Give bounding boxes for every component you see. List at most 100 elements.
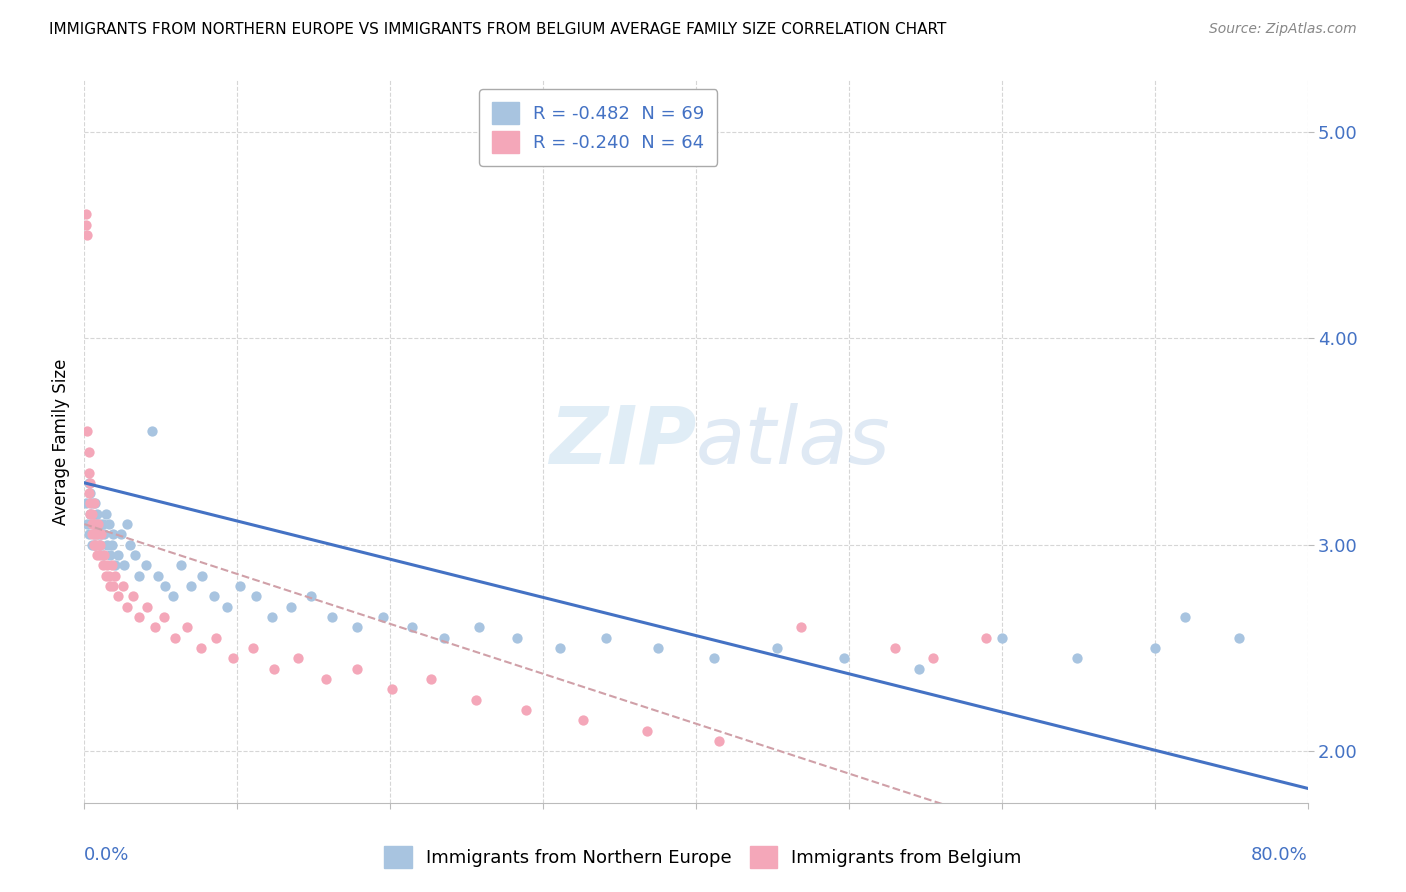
Point <box>93 527 115 541</box>
Text: ZIP: ZIP <box>548 402 696 481</box>
Point <box>1227 631 1250 645</box>
Point <box>515 703 537 717</box>
Point <box>86 517 108 532</box>
Point <box>346 662 368 676</box>
Point <box>136 599 159 614</box>
Point <box>548 640 571 655</box>
Point <box>229 579 252 593</box>
Point <box>242 640 264 655</box>
Point <box>80 496 103 510</box>
Point <box>153 610 176 624</box>
Point <box>103 527 125 541</box>
Point <box>346 620 368 634</box>
Point <box>84 538 107 552</box>
Text: IMMIGRANTS FROM NORTHERN EUROPE VS IMMIGRANTS FROM BELGIUM AVERAGE FAMILY SIZE C: IMMIGRANTS FROM NORTHERN EUROPE VS IMMIG… <box>49 22 946 37</box>
Point <box>97 568 120 582</box>
Point <box>315 672 337 686</box>
Point <box>87 527 110 541</box>
Point <box>75 218 97 232</box>
Point <box>321 610 343 624</box>
Point <box>191 568 214 582</box>
Point <box>77 527 100 541</box>
Point <box>976 631 998 645</box>
Point <box>107 590 129 604</box>
Point <box>112 558 135 573</box>
Point <box>94 507 117 521</box>
Point <box>77 475 100 490</box>
Point <box>703 651 725 665</box>
Point <box>245 590 267 604</box>
Point <box>98 548 121 562</box>
Legend: R = -0.482  N = 69, R = -0.240  N = 64: R = -0.482 N = 69, R = -0.240 N = 64 <box>479 89 717 166</box>
Point <box>205 631 228 645</box>
Point <box>991 631 1014 645</box>
Point <box>190 640 212 655</box>
Point <box>77 445 100 459</box>
Point <box>89 538 111 552</box>
Point <box>1143 640 1166 655</box>
Point <box>83 496 105 510</box>
Point <box>84 527 107 541</box>
Point <box>707 734 730 748</box>
Text: atlas: atlas <box>696 402 891 481</box>
Point <box>90 527 112 541</box>
Point <box>299 590 322 604</box>
Point <box>107 548 129 562</box>
Point <box>101 558 124 573</box>
Point <box>280 599 302 614</box>
Point <box>76 228 98 243</box>
Point <box>80 507 103 521</box>
Legend: Immigrants from Northern Europe, Immigrants from Belgium: Immigrants from Northern Europe, Immigra… <box>374 835 1032 879</box>
Point <box>80 538 103 552</box>
Point <box>93 548 115 562</box>
Point <box>89 517 111 532</box>
Point <box>381 682 404 697</box>
Point <box>89 538 111 552</box>
Point <box>86 527 108 541</box>
Point <box>86 507 108 521</box>
Point <box>883 640 905 655</box>
Point <box>163 631 186 645</box>
Point <box>83 538 105 552</box>
Point <box>79 486 101 500</box>
Point <box>98 579 121 593</box>
Point <box>89 548 111 562</box>
Point <box>468 620 491 634</box>
Point <box>908 662 931 676</box>
Point <box>87 517 110 532</box>
Point <box>76 424 98 438</box>
Point <box>124 548 146 562</box>
Point <box>83 517 105 532</box>
Point <box>94 568 117 582</box>
Point <box>77 466 100 480</box>
Point <box>103 579 125 593</box>
Point <box>128 610 150 624</box>
Point <box>420 672 443 686</box>
Point <box>110 527 132 541</box>
Point <box>1066 651 1088 665</box>
Point <box>87 538 110 552</box>
Point <box>215 599 238 614</box>
Point <box>80 517 103 532</box>
Point <box>91 558 114 573</box>
Point <box>128 568 150 582</box>
Point <box>79 507 101 521</box>
Point <box>135 558 157 573</box>
Point <box>75 207 97 221</box>
Text: 80.0%: 80.0% <box>1251 847 1308 864</box>
Point <box>790 620 813 634</box>
Point <box>433 631 456 645</box>
Point <box>287 651 309 665</box>
Point <box>111 579 134 593</box>
Point <box>162 590 184 604</box>
Point <box>97 517 120 532</box>
Point <box>832 651 855 665</box>
Point <box>84 517 107 532</box>
Y-axis label: Average Family Size: Average Family Size <box>52 359 70 524</box>
Point <box>79 475 101 490</box>
Point <box>595 631 617 645</box>
Point <box>155 579 177 593</box>
Point <box>506 631 529 645</box>
Point <box>120 538 142 552</box>
Point <box>96 538 118 552</box>
